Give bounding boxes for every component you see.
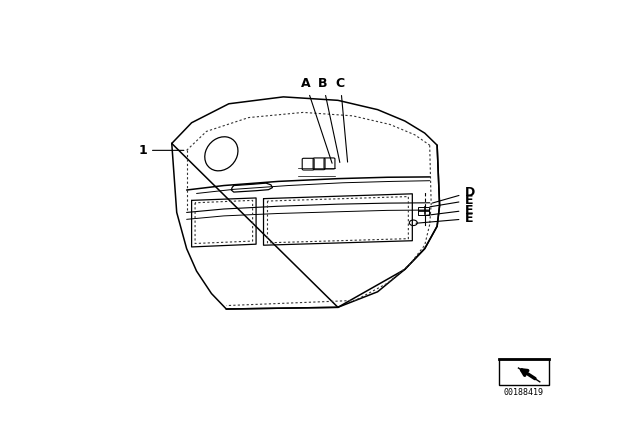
Text: A: A (301, 77, 332, 163)
Text: E: E (430, 194, 473, 207)
Text: D: D (433, 186, 475, 203)
Text: B: B (318, 77, 340, 163)
Bar (418, 207, 429, 215)
Text: 1: 1 (138, 144, 184, 157)
Text: E: E (416, 212, 473, 225)
Text: E: E (425, 203, 473, 216)
Text: C: C (336, 77, 348, 162)
Text: 00188419: 00188419 (504, 388, 544, 396)
Bar (499, 359, 548, 385)
